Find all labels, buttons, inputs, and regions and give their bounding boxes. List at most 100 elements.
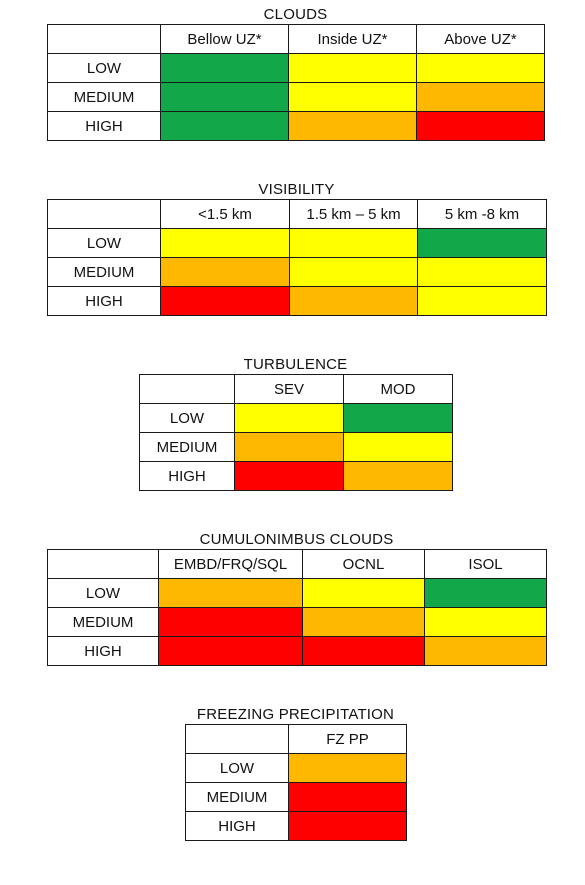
risk-cell-yellow — [289, 257, 418, 287]
risk-cell-yellow — [343, 432, 453, 462]
risk-cell-red — [288, 782, 407, 812]
clouds-title: CLOUDS — [263, 6, 328, 23]
row-label: HIGH — [47, 286, 161, 316]
risk-cell-orange — [289, 286, 418, 316]
row-label: LOW — [185, 753, 289, 783]
corner-cell — [47, 24, 161, 54]
row-label: MEDIUM — [47, 257, 161, 287]
table-row: LOW — [47, 53, 545, 83]
risk-cell-green — [160, 53, 289, 83]
row-label: HIGH — [185, 811, 289, 841]
column-header: Bellow UZ* — [160, 24, 289, 54]
header-row: Bellow UZ* Inside UZ* Above UZ* — [47, 24, 545, 54]
risk-cell-red — [416, 111, 545, 141]
column-header: 1.5 km – 5 km — [289, 199, 418, 229]
risk-cell-orange — [416, 82, 545, 112]
column-header: 5 km -8 km — [417, 199, 547, 229]
column-header: Above UZ* — [416, 24, 545, 54]
risk-cell-red — [302, 636, 425, 666]
table-row: HIGH — [47, 286, 547, 316]
cumulonimbus-section: CUMULONIMBUS CLOUDS EMBD/FRQ/SQL OCNL ISOL… — [47, 531, 547, 666]
cumulonimbus-title: CUMULONIMBUS CLOUDS — [199, 531, 394, 548]
freezing-precipitation-title: FREEZING PRECIPITATION — [196, 706, 395, 723]
risk-cell-red — [288, 811, 407, 841]
risk-cell-green — [343, 403, 453, 433]
table-row: MEDIUM — [47, 257, 547, 287]
column-header: FZ PP — [288, 724, 407, 754]
risk-cell-yellow — [288, 53, 417, 83]
risk-cell-red — [234, 461, 344, 491]
row-label: MEDIUM — [185, 782, 289, 812]
header-row: SEV MOD — [139, 374, 453, 404]
table-row: MEDIUM — [139, 432, 453, 462]
risk-cell-orange — [343, 461, 453, 491]
header-row: EMBD/FRQ/SQL OCNL ISOL — [47, 549, 547, 579]
row-label: MEDIUM — [139, 432, 235, 462]
risk-cell-green — [417, 228, 547, 258]
risk-cell-yellow — [289, 228, 418, 258]
row-label: HIGH — [139, 461, 235, 491]
freezing-precipitation-table: FZ PP LOW MEDIUM HIGH — [185, 724, 407, 841]
table-row: MEDIUM — [47, 82, 545, 112]
risk-cell-green — [424, 578, 547, 608]
table-row: LOW — [139, 403, 453, 433]
row-label: HIGH — [47, 636, 159, 666]
table-row: MEDIUM — [185, 782, 407, 812]
risk-cell-yellow — [302, 578, 425, 608]
clouds-table: Bellow UZ* Inside UZ* Above UZ* LOW MEDIUM HI… — [47, 24, 545, 141]
table-row: HIGH — [139, 461, 453, 491]
risk-cell-yellow — [417, 286, 547, 316]
risk-cell-green — [160, 111, 289, 141]
column-header: SEV — [234, 374, 344, 404]
column-header: Inside UZ* — [288, 24, 417, 54]
cumulonimbus-table: EMBD/FRQ/SQL OCNL ISOL LOW MEDIUM HIGH — [47, 549, 547, 666]
visibility-title: VISIBILITY — [258, 181, 335, 198]
table-row: LOW — [47, 578, 547, 608]
header-row: <1.5 km 1.5 km – 5 km 5 km -8 km — [47, 199, 547, 229]
risk-cell-green — [160, 82, 289, 112]
risk-cell-yellow — [288, 82, 417, 112]
risk-cell-yellow — [424, 607, 547, 637]
risk-cell-orange — [234, 432, 344, 462]
table-row: LOW — [185, 753, 407, 783]
visibility-section: VISIBILITY <1.5 km 1.5 km – 5 km 5 km -8 k… — [47, 181, 547, 316]
header-row: FZ PP — [185, 724, 407, 754]
risk-cell-yellow — [416, 53, 545, 83]
clouds-section: CLOUDS Bellow UZ* Inside UZ* Above UZ* LOW M… — [47, 6, 545, 141]
row-label: HIGH — [47, 111, 161, 141]
risk-cell-orange — [288, 753, 407, 783]
row-label: LOW — [47, 578, 159, 608]
risk-cell-yellow — [234, 403, 344, 433]
column-header: MOD — [343, 374, 453, 404]
corner-cell — [139, 374, 235, 404]
row-label: MEDIUM — [47, 607, 159, 637]
table-row: HIGH — [185, 811, 407, 841]
risk-cell-yellow — [160, 228, 290, 258]
column-header: ISOL — [424, 549, 547, 579]
visibility-table: <1.5 km 1.5 km – 5 km 5 km -8 km LOW MEDIUM H… — [47, 199, 547, 316]
row-label: MEDIUM — [47, 82, 161, 112]
row-label: LOW — [47, 228, 161, 258]
table-row: HIGH — [47, 111, 545, 141]
corner-cell — [47, 549, 159, 579]
risk-cell-red — [158, 607, 303, 637]
risk-cell-red — [158, 636, 303, 666]
risk-cell-red — [160, 286, 290, 316]
column-header: <1.5 km — [160, 199, 290, 229]
corner-cell — [185, 724, 289, 754]
risk-cell-orange — [288, 111, 417, 141]
table-row: LOW — [47, 228, 547, 258]
table-row: HIGH — [47, 636, 547, 666]
risk-cell-orange — [302, 607, 425, 637]
turbulence-table: SEV MOD LOW MEDIUM HIGH — [139, 374, 453, 491]
risk-cell-orange — [158, 578, 303, 608]
freezing-precipitation-section: FREEZING PRECIPITATION FZ PP LOW MEDIUM HIG… — [185, 706, 407, 841]
turbulence-title: TURBULENCE — [243, 356, 348, 373]
risk-cell-yellow — [417, 257, 547, 287]
turbulence-section: TURBULENCE SEV MOD LOW MEDIUM HIGH — [139, 356, 453, 491]
risk-cell-orange — [160, 257, 290, 287]
row-label: LOW — [47, 53, 161, 83]
row-label: LOW — [139, 403, 235, 433]
risk-cell-orange — [424, 636, 547, 666]
column-header: OCNL — [302, 549, 425, 579]
